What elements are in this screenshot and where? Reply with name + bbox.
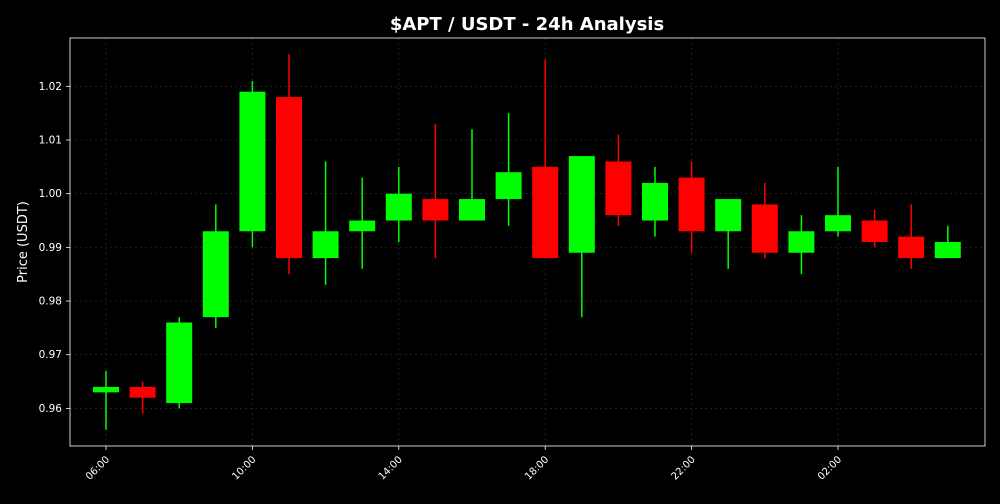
candle-body <box>422 199 449 221</box>
candle-body <box>934 242 961 259</box>
candle-body <box>568 156 595 253</box>
candle <box>642 166 668 237</box>
y-tick-label: 1.01 <box>39 135 62 147</box>
candle-body <box>788 231 815 253</box>
candle <box>861 209 888 248</box>
candle-body <box>239 91 266 232</box>
candle <box>568 156 595 318</box>
candle-body <box>532 166 559 259</box>
candle <box>825 166 851 237</box>
y-tick-label: 1.02 <box>39 81 62 93</box>
candle <box>349 177 376 269</box>
plot-frame <box>69 37 986 447</box>
y-tick-label: 0.97 <box>39 349 62 361</box>
candle-body <box>605 161 632 216</box>
candle-body <box>825 215 851 232</box>
candle <box>422 123 449 259</box>
candle <box>312 161 339 285</box>
candle-body <box>495 172 522 200</box>
candle-body <box>276 97 302 259</box>
candle <box>751 182 778 259</box>
candle <box>495 113 522 226</box>
candle-body <box>715 199 742 232</box>
candle <box>898 204 925 269</box>
candle <box>459 129 485 221</box>
y-tick-label: 0.99 <box>39 242 62 254</box>
candle-body <box>93 386 119 393</box>
candle <box>605 134 632 226</box>
candle <box>385 166 412 242</box>
candle-body <box>861 220 888 242</box>
candle-body <box>385 193 412 221</box>
candle-body <box>312 231 339 259</box>
candle <box>788 215 815 275</box>
candle <box>276 54 302 275</box>
candle <box>239 80 266 248</box>
candle <box>93 370 119 430</box>
candle-body <box>642 182 668 221</box>
candle <box>166 317 193 409</box>
candle-body <box>129 386 156 398</box>
chart-title: $APT / USDT - 24h Analysis <box>390 14 664 35</box>
y-axis-label: Price (USDT) <box>16 201 31 283</box>
candle <box>678 161 705 253</box>
candle <box>715 199 742 269</box>
candle-body <box>678 177 705 232</box>
candle-body <box>166 322 193 404</box>
y-tick-label: 1.00 <box>39 188 62 200</box>
candle <box>129 381 156 414</box>
candle <box>532 59 559 259</box>
candles-group <box>93 54 961 430</box>
y-axis: 0.96 0.97 0.98 0.99 1.00 1.01 1.02 <box>39 81 70 415</box>
candle <box>202 204 229 328</box>
candle-body <box>202 231 229 318</box>
candle-body <box>349 220 376 232</box>
y-tick-label: 0.96 <box>39 403 63 415</box>
candle-body <box>898 236 925 259</box>
candle-body <box>751 204 778 253</box>
candle <box>934 225 961 259</box>
candle-body <box>459 199 485 221</box>
y-tick-label: 0.98 <box>39 296 62 308</box>
